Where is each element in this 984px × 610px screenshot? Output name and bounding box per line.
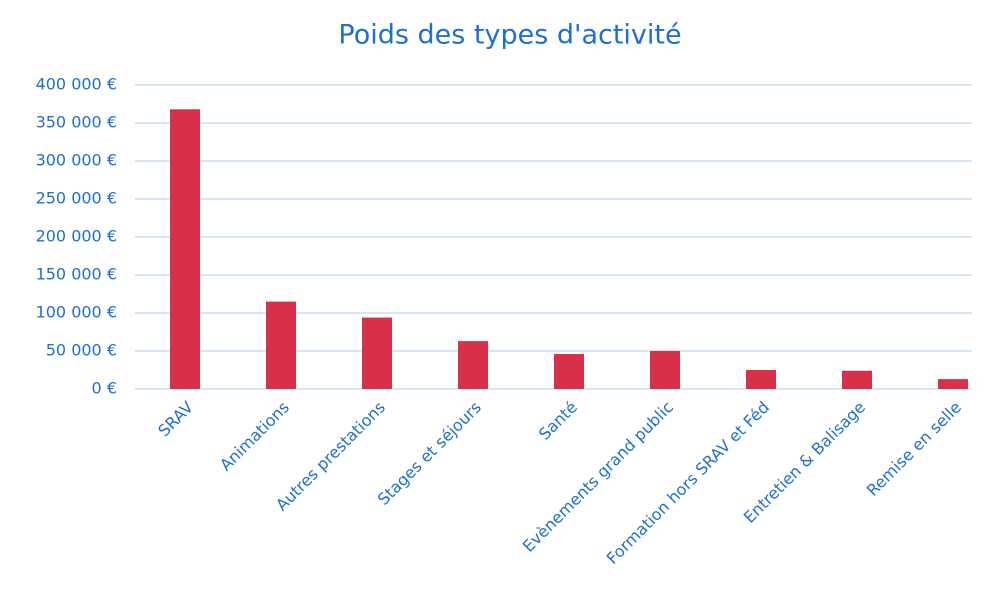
y-tick-label: 100 000 €	[36, 303, 117, 322]
chart-title: Poids des types d'activité	[338, 20, 681, 51]
bar	[362, 317, 392, 389]
y-tick-label: 300 000 €	[36, 151, 117, 170]
y-tick-label: 0 €	[92, 379, 117, 398]
bar	[938, 379, 968, 389]
x-tick-label: Remise en selle	[863, 398, 965, 500]
y-tick-label: 400 000 €	[36, 75, 117, 94]
bar	[746, 370, 776, 389]
bar	[266, 301, 296, 389]
x-tick-label: Stages et séjours	[374, 398, 485, 509]
y-tick-label: 250 000 €	[36, 189, 117, 208]
bar	[170, 109, 200, 389]
y-tick-label: 350 000 €	[36, 113, 117, 132]
bar	[458, 341, 488, 389]
y-tick-label: 150 000 €	[36, 265, 117, 284]
y-tick-label: 50 000 €	[46, 341, 117, 360]
bar	[650, 351, 680, 389]
x-tick-label: SRAV	[154, 398, 197, 441]
x-tick-label: Animations	[216, 398, 293, 475]
bar	[554, 354, 584, 389]
x-tick-label: Formation hors SRAV et Féd	[603, 398, 773, 568]
bar	[842, 370, 872, 389]
x-tick-label: Autres prestations	[272, 398, 389, 515]
x-tick-label: Santé	[535, 398, 581, 444]
y-tick-label: 200 000 €	[36, 227, 117, 246]
